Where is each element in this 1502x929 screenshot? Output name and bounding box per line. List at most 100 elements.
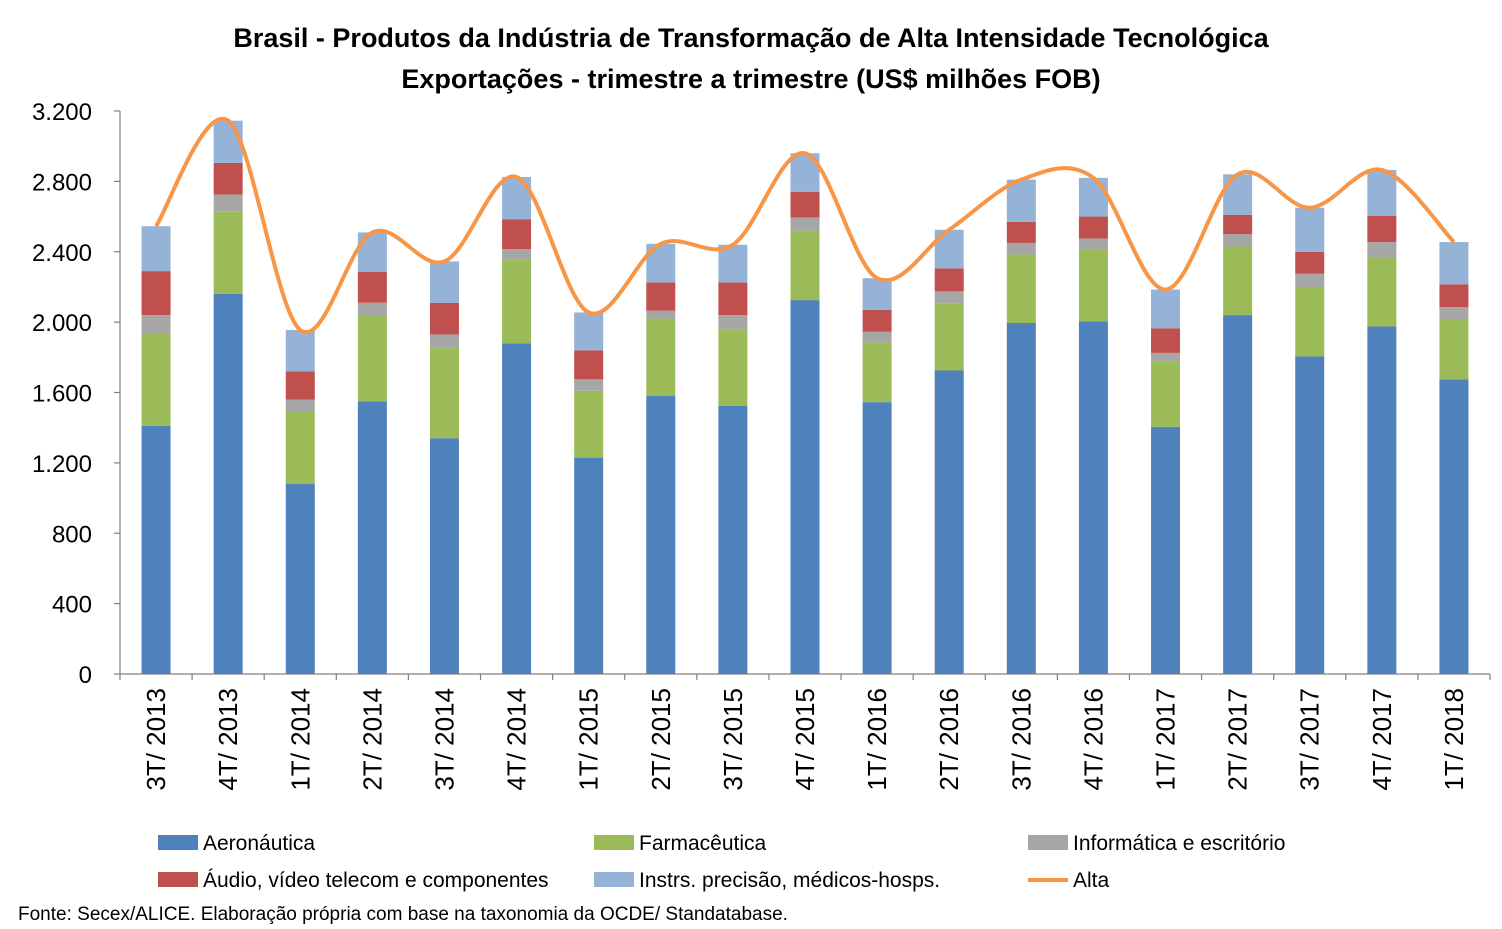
bar-segment-aeronautica [574, 457, 604, 674]
bar-segment-audio-video [1006, 221, 1036, 243]
bar-stack [1223, 174, 1253, 674]
x-tick-label: 2T/ 2016 [934, 688, 964, 791]
bar-segment-instrumentos [213, 120, 243, 163]
bar-segment-instrumentos [1295, 207, 1325, 252]
chart-subtitle: Exportações - trimestre a trimestre (US$… [401, 64, 1100, 94]
bar-segment-audio-video [1223, 214, 1253, 235]
x-tick-label: 3T/ 2013 [141, 688, 171, 791]
bar-segment-audio-video [357, 271, 387, 303]
bar-segment-aeronautica [1295, 356, 1325, 674]
y-tick-label: 2.000 [32, 310, 92, 337]
x-tick-label: 1T/ 2017 [1151, 688, 1181, 791]
bar-stack [790, 153, 820, 674]
bar-stack [862, 278, 892, 674]
bar-segment-informatica [1151, 352, 1181, 362]
x-tick-label: 4T/ 2013 [213, 688, 243, 791]
x-tick-label: 1T/ 2016 [862, 688, 892, 791]
bar-segment-instrumentos [357, 232, 387, 272]
y-tick-label: 3.200 [32, 99, 92, 126]
bar-segment-farmaceutica [1223, 246, 1253, 316]
bar-segment-aeronautica [646, 396, 676, 674]
bar-segment-farmaceutica [1006, 254, 1036, 324]
x-tick-label: 3T/ 2016 [1006, 688, 1036, 791]
bar-stack [141, 226, 171, 674]
bar-stack [1078, 177, 1108, 674]
bar-segment-farmaceutica [1295, 286, 1325, 357]
chart-title: Brasil - Produtos da Indústria de Transf… [233, 23, 1269, 53]
bar-stack [934, 229, 964, 674]
bar-segment-farmaceutica [862, 342, 892, 403]
bar-segment-instrumentos [1223, 174, 1253, 215]
bar-segment-audio-video [141, 271, 171, 316]
y-tick-label: 400 [52, 592, 92, 619]
bar-segment-aeronautica [1078, 321, 1108, 674]
bar-segment-informatica [1367, 242, 1397, 258]
bar-segment-aeronautica [934, 370, 964, 674]
y-tick-label: 800 [52, 521, 92, 548]
legend-label: Farmacêutica [639, 832, 767, 855]
bar-segment-audio-video [1078, 216, 1108, 239]
bar-segment-farmaceutica [357, 315, 387, 402]
x-tick-label: 3T/ 2015 [718, 688, 748, 791]
bar-segment-farmaceutica [790, 230, 820, 301]
bar-stack [285, 330, 315, 674]
bar-stack [574, 312, 604, 674]
bar-segment-farmaceutica [1367, 257, 1397, 327]
bar-segment-informatica [718, 315, 748, 330]
bar-segment-audio-video [862, 309, 892, 332]
source-note: Fonte: Secex/ALICE. Elaboração própria c… [18, 904, 788, 925]
bar-segment-aeronautica [141, 425, 171, 674]
legend-item: Alta [1028, 869, 1110, 892]
line-series-group [154, 116, 1456, 335]
legend: Aeronáutica Farmacêutica Informática e esc… [158, 832, 1285, 892]
x-axis: 3T/ 2013 4T/ 2013 1T/ 2014 2T/ 2014 3T/ 2014… [119, 673, 1491, 791]
legend-item: Instrs. precisão, médicos-hosps. [594, 869, 940, 892]
x-tick-label: 3T/ 2014 [429, 688, 459, 791]
bar-segment-audio-video [718, 282, 748, 316]
bar-segment-aeronautica [285, 483, 315, 674]
line-alta [154, 116, 1456, 335]
bar-segment-instrumentos [1439, 242, 1469, 285]
bar-segment-instrumentos [1078, 177, 1108, 217]
bar-segment-farmaceutica [285, 410, 315, 484]
legend-label: Aeronáutica [203, 832, 315, 855]
bar-segment-aeronautica [862, 402, 892, 674]
y-tick-label: 0 [79, 662, 92, 689]
legend-swatch [1028, 835, 1068, 850]
y-tick-label: 2.800 [32, 169, 92, 196]
bar-segment-farmaceutica [718, 329, 748, 406]
x-tick-label: 4T/ 2016 [1078, 688, 1108, 791]
y-axis: 0 400 800 1.200 1.600 2.000 2.400 2.800 3.200 [32, 99, 121, 689]
bar-segment-aeronautica [213, 293, 243, 674]
legend-item: Farmacêutica [594, 832, 767, 855]
bar-segment-informatica [1439, 307, 1469, 320]
x-tick-label: 4T/ 2015 [790, 688, 820, 791]
bar-stack [1439, 242, 1469, 674]
bar-segment-aeronautica [357, 401, 387, 674]
bar-segment-instrumentos [141, 226, 171, 272]
legend-label: Áudio, vídeo telecom e componentes [203, 869, 549, 892]
x-tick-label: 1T/ 2015 [574, 688, 604, 791]
bar-segment-farmaceutica [213, 211, 243, 294]
bar-segment-instrumentos [285, 330, 315, 372]
x-tick-label: 4T/ 2014 [502, 688, 532, 791]
bar-segment-informatica [141, 315, 171, 334]
bar-segment-instrumentos [1151, 289, 1181, 329]
bar-stack [502, 176, 532, 674]
bar-segment-instrumentos [1367, 169, 1397, 216]
y-tick-label: 1.200 [32, 451, 92, 478]
bar-stack [1151, 289, 1181, 674]
x-tick-label: 1T/ 2018 [1439, 688, 1469, 791]
bar-segment-audio-video [646, 282, 676, 311]
bar-segment-instrumentos [429, 261, 459, 303]
bar-segment-farmaceutica [502, 259, 532, 344]
x-tick-label: 2T/ 2015 [646, 688, 676, 791]
bar-segment-aeronautica [502, 343, 532, 674]
bar-segment-audio-video [790, 191, 820, 218]
legend-swatch [158, 872, 198, 887]
bar-segment-audio-video [574, 350, 604, 380]
legend-item: Aeronáutica [158, 832, 315, 855]
bar-segment-informatica [502, 249, 532, 260]
legend-label: Instrs. precisão, médicos-hosps. [639, 869, 940, 892]
bar-segment-farmaceutica [1151, 361, 1181, 427]
